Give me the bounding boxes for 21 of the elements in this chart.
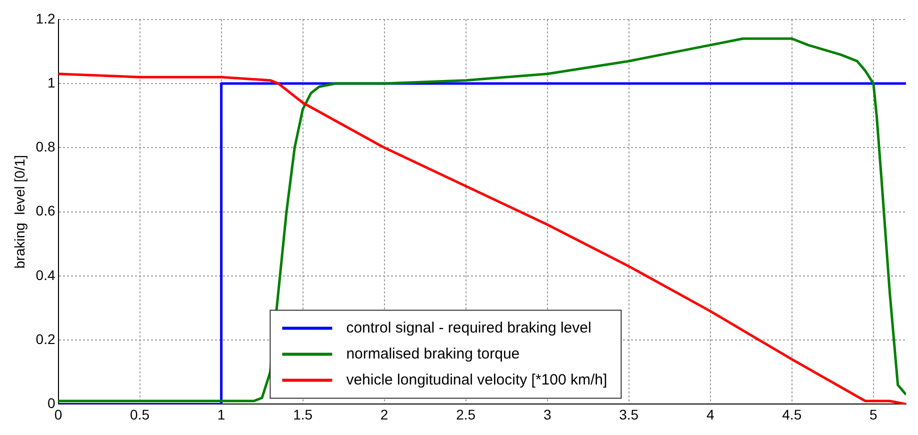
x-tick-label: 5 bbox=[869, 406, 878, 422]
x-tick-label: 1.5 bbox=[293, 406, 313, 422]
legend-label: normalised braking torque bbox=[346, 345, 520, 362]
y-tick-label: 1 bbox=[47, 74, 56, 90]
legend-label: control signal - required braking level bbox=[346, 319, 592, 336]
y-tick-label: 1.2 bbox=[36, 10, 56, 26]
y-tick-label: 0.8 bbox=[36, 138, 56, 155]
y-tick-label: 0 bbox=[47, 395, 56, 412]
y-tick-label: 0.6 bbox=[36, 202, 56, 219]
legend-label: vehicle longitudinal velocity [*100 km/h] bbox=[346, 371, 608, 388]
y-axis-title: braking level [0/1] bbox=[11, 154, 28, 269]
x-tick-label: 3.5 bbox=[619, 406, 639, 422]
x-tick-label: 2.5 bbox=[456, 406, 476, 422]
x-tick-label: 1 bbox=[217, 406, 226, 422]
y-tick-label: 0.2 bbox=[36, 330, 56, 347]
x-tick-label: 2 bbox=[380, 406, 388, 422]
x-tick-label: 0.5 bbox=[130, 406, 150, 422]
y-tick-label: 0.4 bbox=[36, 266, 56, 283]
x-tick-label: 3 bbox=[543, 406, 552, 422]
x-tick-label: 4.5 bbox=[782, 406, 802, 422]
x-tick-label: 4 bbox=[706, 406, 714, 422]
